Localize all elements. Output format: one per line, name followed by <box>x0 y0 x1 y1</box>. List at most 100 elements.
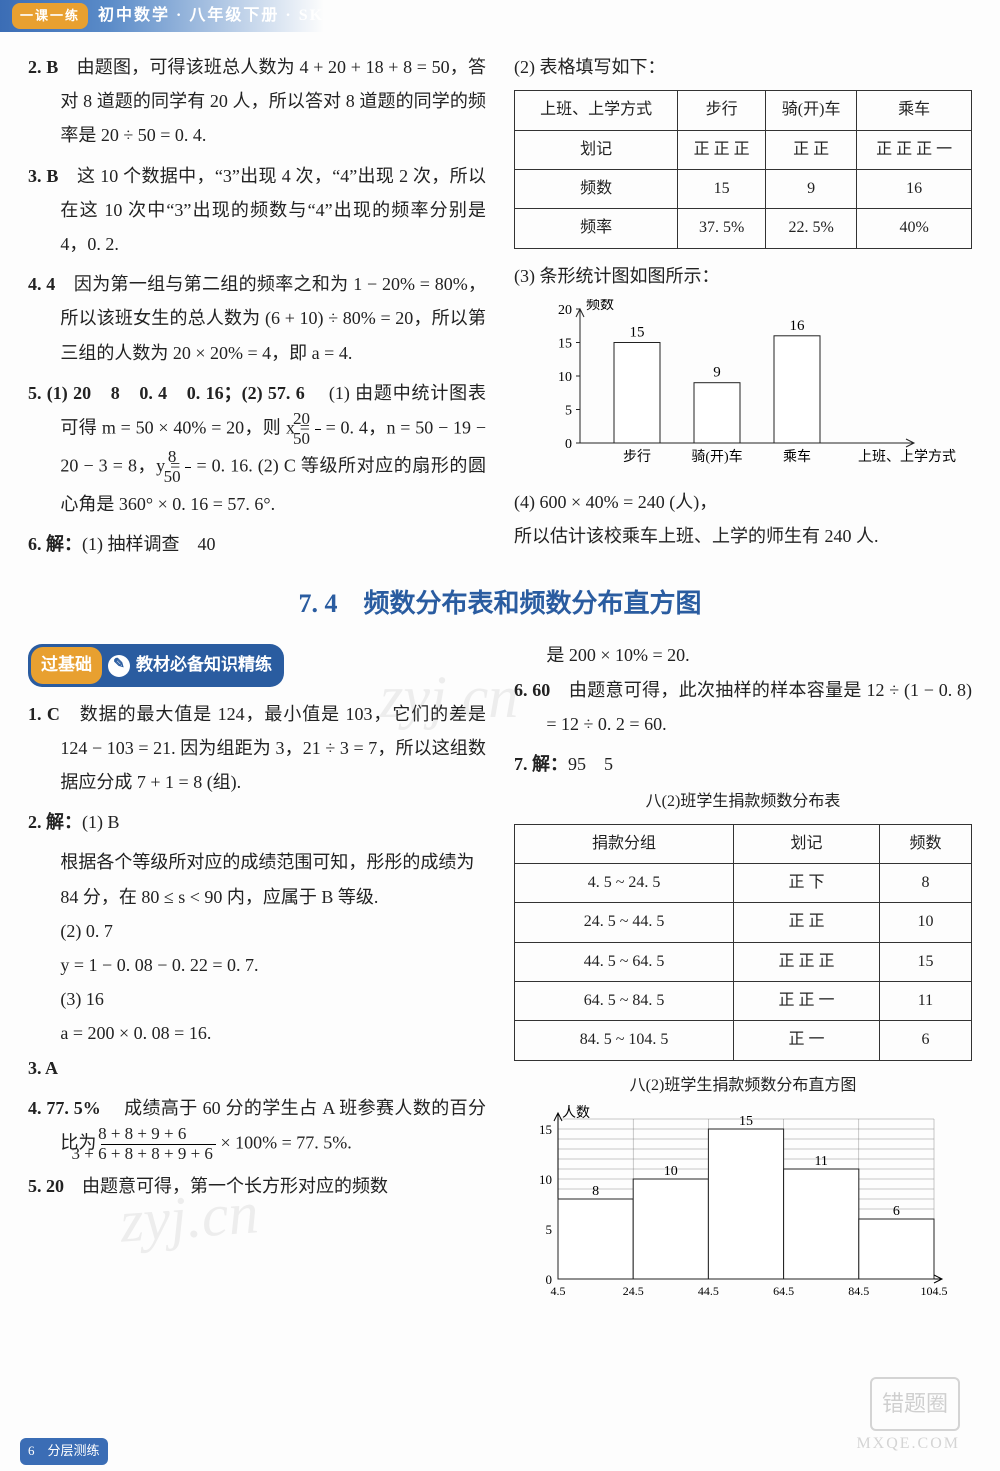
pill-tail: 教材必备知识精练 <box>136 649 272 681</box>
th: 划记 <box>734 824 880 863</box>
th: 步行 <box>678 91 766 130</box>
td: 24. 5 ~ 44. 5 <box>515 903 734 942</box>
svg-text:20: 20 <box>558 303 572 318</box>
l2q1: 1. C 数据的最大值是 124，最小值是 103，它们的差是 124 − 10… <box>28 697 486 800</box>
td: 6 <box>879 1021 971 1060</box>
q3-text: 这 10 个数据中，“3”出现 4 次，“4”出现 2 次，所以在这 10 次中… <box>58 166 486 254</box>
svg-text:9: 9 <box>713 365 721 381</box>
td: 划记 <box>515 130 678 169</box>
q2-text: 由题图，可得该班总人数为 4 + 20 + 18 + 8 = 50，答对 8 道… <box>58 57 486 145</box>
svg-text:64.5: 64.5 <box>773 1284 794 1298</box>
section-7-4-title: 7. 4 频数分布表和频数分布直方图 <box>0 579 1000 628</box>
svg-text:15: 15 <box>630 324 645 340</box>
td: 频数 <box>515 169 678 208</box>
q6-text: (1) 抽样调查 40 <box>82 534 216 554</box>
td: 正 正 正 <box>734 942 880 981</box>
page-body-lower: 过基础 ✎ 教材必备知识精练 1. C 数据的最大值是 124，最小值是 103… <box>0 638 1000 1316</box>
td: 40% <box>857 209 972 248</box>
svg-text:16: 16 <box>790 318 806 334</box>
l2q3: 3. A <box>28 1051 486 1085</box>
r2q6: 6. 60 由题意可得，此次抽样的样本容量是 12 ÷ (1 − 0. 8) =… <box>514 673 972 741</box>
svg-text:步行: 步行 <box>623 449 651 465</box>
hist-title: 八(2)班学生捐款频数分布直方图 <box>514 1071 972 1101</box>
td: 15 <box>879 942 971 981</box>
p4b: 所以估计该校乘车上班、上学的师生有 240 人. <box>514 519 972 553</box>
td: 22. 5% <box>765 209 856 248</box>
td: 8 <box>879 863 971 902</box>
td: 正 下 <box>734 863 880 902</box>
td: 84. 5 ~ 104. 5 <box>515 1021 734 1060</box>
svg-text:24.5: 24.5 <box>623 1284 644 1298</box>
svg-text:5: 5 <box>565 403 572 418</box>
svg-text:6: 6 <box>893 1204 900 1219</box>
svg-text:104.5: 104.5 <box>921 1284 948 1298</box>
svg-text:频数: 频数 <box>586 299 614 313</box>
td: 正 正 正 <box>678 130 766 169</box>
svg-text:乘车: 乘车 <box>783 448 811 465</box>
svg-text:10: 10 <box>539 1172 552 1187</box>
q4: 4. 4 因为第一组与第二组的频率之和为 1 − 20% = 80%，所以该班女… <box>28 267 486 370</box>
td: 37. 5% <box>678 209 766 248</box>
td: 64. 5 ~ 84. 5 <box>515 982 734 1021</box>
td: 频率 <box>515 209 678 248</box>
q2: 2. B 由题图，可得该班总人数为 4 + 20 + 18 + 8 = 50，答… <box>28 50 486 153</box>
td: 4. 5 ~ 24. 5 <box>515 863 734 902</box>
stamp: 错题圈 <box>870 1377 960 1431</box>
td: 正 正 一 <box>734 982 880 1021</box>
td: 44. 5 ~ 64. 5 <box>515 942 734 981</box>
svg-text:44.5: 44.5 <box>698 1284 719 1298</box>
l2q2d: y = 1 − 0. 08 − 0. 22 = 0. 7. <box>28 948 486 982</box>
td: 正 正 <box>734 903 880 942</box>
l2q5: 5. 20 由题意可得，第一个长方形对应的频数 <box>28 1169 486 1203</box>
svg-text:骑(开)车: 骑(开)车 <box>691 448 742 465</box>
svg-text:10: 10 <box>664 1164 678 1179</box>
left-column: 2. B 由题图，可得该班总人数为 4 + 20 + 18 + 8 = 50，答… <box>28 50 486 567</box>
svg-text:人数: 人数 <box>562 1105 590 1121</box>
table2-title: 八(2)班学生捐款频数分布表 <box>514 787 972 817</box>
q2-num: 2. B <box>28 57 58 77</box>
svg-text:15: 15 <box>739 1114 753 1129</box>
svg-text:0: 0 <box>565 437 572 452</box>
svg-text:10: 10 <box>558 370 572 385</box>
footer-tag: 6 分层测练 <box>20 1438 108 1465</box>
q5-frac1: 2050 <box>315 410 321 448</box>
table-transport: 上班、上学方式步行骑(开)车乘车划记正 正 正正 正正 正 正 一频数15916… <box>514 90 972 249</box>
td: 16 <box>857 169 972 208</box>
td: 11 <box>879 982 971 1021</box>
l2q2c: (2) 0. 7 <box>28 914 486 948</box>
svg-text:15: 15 <box>558 336 572 351</box>
svg-text:15: 15 <box>539 1122 552 1137</box>
l2q2e: (3) 16 <box>28 982 486 1016</box>
page-header: 一课一练 初中数学 · 八年级下册 · SK <box>0 0 360 32</box>
header-title: 初中数学 · 八年级下册 · SK <box>98 1 324 31</box>
svg-text:11: 11 <box>814 1154 827 1169</box>
r2-cont: 是 200 × 10% = 20. <box>514 638 972 672</box>
q5-num: 5. (1) 20 8 0. 4 0. 16；(2) 57. 6 <box>28 383 305 403</box>
pill-lead: 过基础 <box>31 647 102 683</box>
table-donation: 捐款分组划记频数4. 5 ~ 24. 5正 下824. 5 ~ 44. 5正 正… <box>514 824 972 1061</box>
q6: 6. 解：(1) 抽样调查 40 <box>28 527 486 561</box>
pill-icon: ✎ <box>108 655 130 677</box>
right-column: (2) 表格填写如下： 上班、上学方式步行骑(开)车乘车划记正 正 正正 正正 … <box>514 50 972 567</box>
l2q2b: 根据各个等级所对应的成绩范围可知，彤彤的成绩为 84 分，在 80 ≤ s < … <box>28 845 486 913</box>
p3: (3) 条形统计图如图所示： <box>514 259 972 293</box>
pill-basics: 过基础 ✎ 教材必备知识精练 <box>28 644 284 686</box>
td: 正 正 <box>765 130 856 169</box>
q4-num: 4. 4 <box>28 274 55 294</box>
p2: (2) 表格填写如下： <box>514 50 972 84</box>
q5: 5. (1) 20 8 0. 4 0. 16；(2) 57. 6 (1) 由题中… <box>28 376 486 521</box>
histogram: 人数510150810151164.524.544.564.584.5104.5 <box>514 1105 972 1316</box>
q3: 3. B 这 10 个数据中，“3”出现 4 次，“4”出现 2 次，所以在这 … <box>28 159 486 262</box>
svg-text:4.5: 4.5 <box>551 1284 566 1298</box>
th: 捐款分组 <box>515 824 734 863</box>
th: 骑(开)车 <box>765 91 856 130</box>
th: 频数 <box>879 824 971 863</box>
td: 正 正 正 一 <box>857 130 972 169</box>
bar-chart: 05101520频数上班、上学方式15步行9骑(开)车16乘车 <box>534 299 972 479</box>
svg-text:84.5: 84.5 <box>848 1284 869 1298</box>
q3-num: 3. B <box>28 166 58 186</box>
left-column-2: 过基础 ✎ 教材必备知识精练 1. C 数据的最大值是 124，最小值是 103… <box>28 638 486 1316</box>
q5-frac2: 850 <box>185 448 191 486</box>
th: 乘车 <box>857 91 972 130</box>
r2q7: 7. 解：95 5 <box>514 747 972 781</box>
